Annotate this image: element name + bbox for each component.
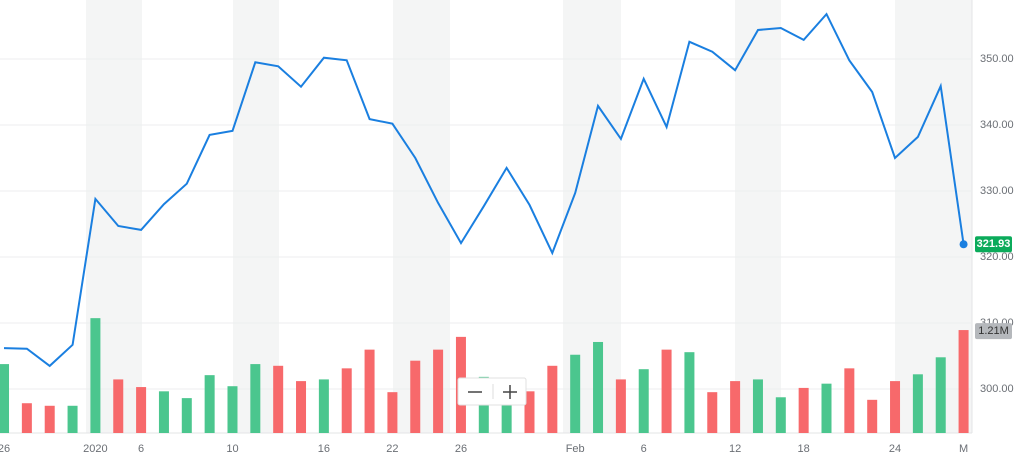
volume-bar bbox=[44, 405, 55, 433]
last-point bbox=[959, 240, 968, 249]
volume-label-box bbox=[975, 323, 1012, 340]
volume-bar bbox=[341, 368, 352, 433]
week-band bbox=[735, 0, 781, 433]
volume-bar bbox=[935, 357, 946, 433]
week-band bbox=[233, 0, 279, 433]
volume-bars bbox=[0, 318, 969, 433]
volume-bar bbox=[364, 349, 375, 433]
volume-bar bbox=[158, 391, 169, 433]
volume-bar bbox=[752, 379, 763, 433]
volume-bar bbox=[867, 399, 878, 433]
x-tick-label: 6 bbox=[641, 443, 647, 455]
volume-bar bbox=[318, 379, 329, 433]
x-tick-label: 18 bbox=[798, 443, 810, 455]
volume-bar bbox=[821, 383, 832, 433]
volume-bar bbox=[547, 365, 558, 433]
x-tick-label: M bbox=[959, 443, 968, 455]
volume-bar bbox=[67, 405, 78, 433]
volume-bar bbox=[273, 365, 284, 433]
volume-bar bbox=[638, 369, 649, 433]
volume-bar bbox=[136, 387, 147, 433]
y-tick-label: 300.00 bbox=[980, 383, 1014, 395]
volume-bar bbox=[21, 403, 32, 433]
y-tick-label: 330.00 bbox=[980, 185, 1014, 197]
price-line bbox=[3, 12, 965, 368]
zoom-in-button[interactable] bbox=[494, 379, 525, 404]
volume-bar bbox=[707, 392, 718, 433]
volume-bar bbox=[181, 398, 192, 433]
volume-bar bbox=[433, 349, 444, 433]
week-bands bbox=[86, 0, 972, 433]
x-tick-label: 26 bbox=[0, 443, 10, 455]
volume-bar bbox=[912, 374, 923, 433]
volume-bar bbox=[844, 368, 855, 433]
volume-bar bbox=[204, 375, 215, 433]
volume-bar bbox=[501, 394, 512, 433]
volume-bar bbox=[593, 341, 604, 433]
volume-bar bbox=[798, 387, 809, 433]
zoom-out-button[interactable] bbox=[459, 379, 492, 404]
volume-bar bbox=[250, 364, 261, 433]
volume-bar bbox=[113, 379, 124, 433]
volume-bar bbox=[296, 381, 307, 433]
x-tick-label: 22 bbox=[386, 443, 398, 455]
volume-bar bbox=[615, 379, 626, 433]
x-tick-label: 10 bbox=[226, 443, 238, 455]
volume-label: 1.21M bbox=[978, 325, 1009, 337]
y-tick-label: 350.00 bbox=[980, 53, 1014, 65]
x-tick-label: 26 bbox=[455, 443, 467, 455]
last-price-box bbox=[975, 236, 1012, 253]
x-tick-label: 2020 bbox=[83, 443, 107, 455]
volume-bar bbox=[227, 386, 238, 433]
volume-bar bbox=[524, 391, 535, 433]
price bbox=[3, 12, 968, 368]
zoom-control bbox=[457, 377, 527, 406]
x-tick-label: Feb bbox=[566, 443, 585, 455]
y-tick-label: 320.00 bbox=[980, 251, 1014, 263]
volume-bar bbox=[410, 360, 421, 433]
volume-bar bbox=[0, 364, 10, 433]
volume-bar bbox=[90, 318, 101, 433]
volume-bar bbox=[684, 352, 695, 433]
volume-bar bbox=[387, 392, 398, 433]
x-tick-label: 6 bbox=[138, 443, 144, 455]
x-tick-label: 12 bbox=[729, 443, 741, 455]
volume-bar bbox=[890, 381, 901, 433]
y-tick-label: 340.00 bbox=[980, 119, 1014, 131]
volume-bar bbox=[570, 354, 581, 433]
volume-bar bbox=[958, 330, 969, 433]
volume-bar bbox=[730, 381, 741, 433]
x-tick-label: 16 bbox=[318, 443, 330, 455]
volume-bar bbox=[775, 397, 786, 433]
last-price-label: 321.93 bbox=[977, 238, 1011, 250]
x-tick-label: 24 bbox=[889, 443, 901, 455]
volume-bar bbox=[661, 349, 672, 433]
